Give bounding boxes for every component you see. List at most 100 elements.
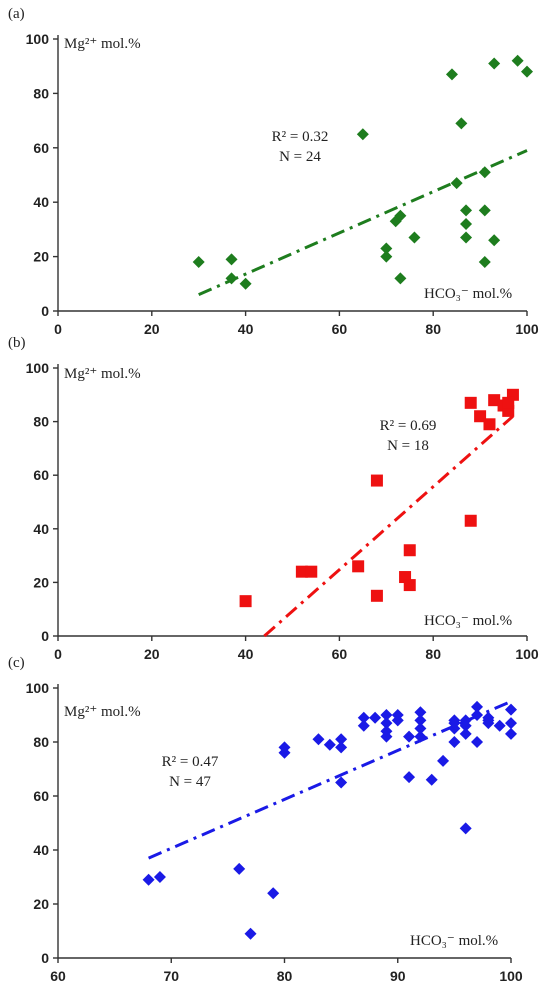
data-point: [323, 738, 336, 751]
data-point: [312, 733, 325, 746]
data-point: [460, 204, 473, 217]
x-tick-label: 90: [390, 968, 406, 984]
data-point: [192, 256, 205, 269]
x-tick-label: 20: [144, 646, 160, 662]
n-count-label: N = 47: [169, 774, 211, 790]
data-point: [357, 719, 370, 732]
y-tick-label: 100: [26, 680, 50, 696]
data-point: [380, 730, 393, 743]
data-point: [414, 730, 427, 743]
data-point: [380, 242, 393, 255]
x-tick-label: 80: [425, 321, 441, 337]
data-point: [474, 410, 487, 423]
data-point: [408, 231, 421, 244]
data-point: [483, 418, 496, 431]
data-point: [425, 773, 438, 786]
x-tick-label: 100: [499, 968, 523, 984]
data-point: [357, 711, 370, 724]
data-point: [225, 272, 238, 285]
x-axis-label: HCO₃⁻ mol.%: [424, 613, 512, 629]
y-tick-label: 20: [33, 574, 49, 590]
trendline: [263, 415, 514, 638]
data-point: [437, 754, 450, 767]
y-tick-label: 40: [33, 521, 49, 537]
data-point: [352, 560, 365, 573]
y-tick-label: 40: [33, 194, 49, 210]
y-axis-label: Mg²⁺ mol.%: [64, 704, 141, 720]
data-point: [460, 217, 473, 230]
y-tick-label: 40: [33, 842, 49, 858]
y-tick-label: 20: [33, 249, 49, 265]
data-point: [267, 887, 280, 900]
data-point: [394, 272, 407, 285]
data-point: [482, 714, 495, 727]
data-point: [414, 706, 427, 719]
data-point: [305, 565, 318, 578]
x-tick-label: 70: [163, 968, 179, 984]
chart-panel-2: (b) 0 20 40 60 80 100 0 20 40 60 80 100 Mg²⁺ mol.% HCO…: [8, 335, 539, 662]
data-point: [295, 565, 308, 578]
data-point: [233, 862, 246, 875]
x-tick-label: 100: [515, 646, 539, 662]
x-tick-label: 60: [332, 321, 348, 337]
data-point: [448, 717, 461, 730]
data-point: [471, 709, 484, 721]
data-point: [380, 250, 393, 263]
data-point: [478, 204, 491, 217]
data-point: [464, 514, 477, 527]
y-tick-label: 0: [41, 950, 49, 966]
x-tick-label: 0: [54, 321, 62, 337]
data-point: [370, 589, 383, 602]
x-axis-label: HCO₃⁻ mol.%: [424, 286, 512, 302]
y-tick-label: 100: [26, 31, 50, 47]
y-tick-label: 80: [33, 85, 49, 101]
data-point: [403, 771, 416, 784]
data-point: [450, 177, 463, 190]
data-point: [471, 700, 484, 713]
data-point: [460, 231, 473, 244]
data-point: [488, 234, 501, 247]
data-point: [403, 730, 416, 743]
data-point: [370, 474, 383, 487]
y-tick-label: 80: [33, 734, 49, 750]
data-point: [244, 927, 257, 940]
y-axis-label: Mg²⁺ mol.%: [64, 366, 141, 382]
x-tick-label: 0: [54, 646, 62, 662]
data-point: [335, 741, 348, 754]
data-point: [394, 209, 407, 222]
x-axis-label: HCO₃⁻ mol.%: [410, 933, 498, 949]
x-tick-label: 60: [50, 968, 66, 984]
x-tick-label: 80: [277, 968, 293, 984]
data-point: [505, 727, 517, 740]
panel-label: (b): [8, 335, 26, 351]
data-point: [239, 277, 252, 290]
data-point: [403, 544, 416, 557]
data-point: [414, 714, 427, 727]
x-tick-label: 60: [332, 646, 348, 662]
data-point: [391, 714, 404, 727]
panel-label: (a): [8, 6, 25, 22]
r-squared-label: R² = 0.47: [162, 754, 219, 770]
panel-label: (c): [8, 655, 25, 671]
data-point: [380, 709, 393, 721]
data-point: [488, 57, 501, 70]
data-point: [505, 717, 517, 730]
data-point: [464, 396, 477, 409]
data-point: [455, 117, 468, 130]
data-point: [356, 128, 369, 141]
chart-panel-1: (a) 0 20 40 60 80 100 0 20 40 60 80 100 Mg²⁺ mol.% HCO…: [8, 6, 539, 337]
x-tick-label: 20: [144, 321, 160, 337]
data-point: [335, 733, 348, 746]
data-point: [502, 396, 515, 409]
n-count-label: N = 24: [279, 149, 321, 165]
data-point: [459, 822, 472, 835]
data-point: [403, 579, 416, 592]
x-tick-label: 40: [238, 321, 254, 337]
x-tick-label: 100: [515, 321, 539, 337]
data-point: [448, 736, 461, 748]
r-squared-label: R² = 0.32: [272, 129, 329, 145]
y-axis-label: Mg²⁺ mol.%: [64, 36, 141, 52]
data-point: [459, 719, 472, 732]
data-point: [369, 711, 382, 724]
